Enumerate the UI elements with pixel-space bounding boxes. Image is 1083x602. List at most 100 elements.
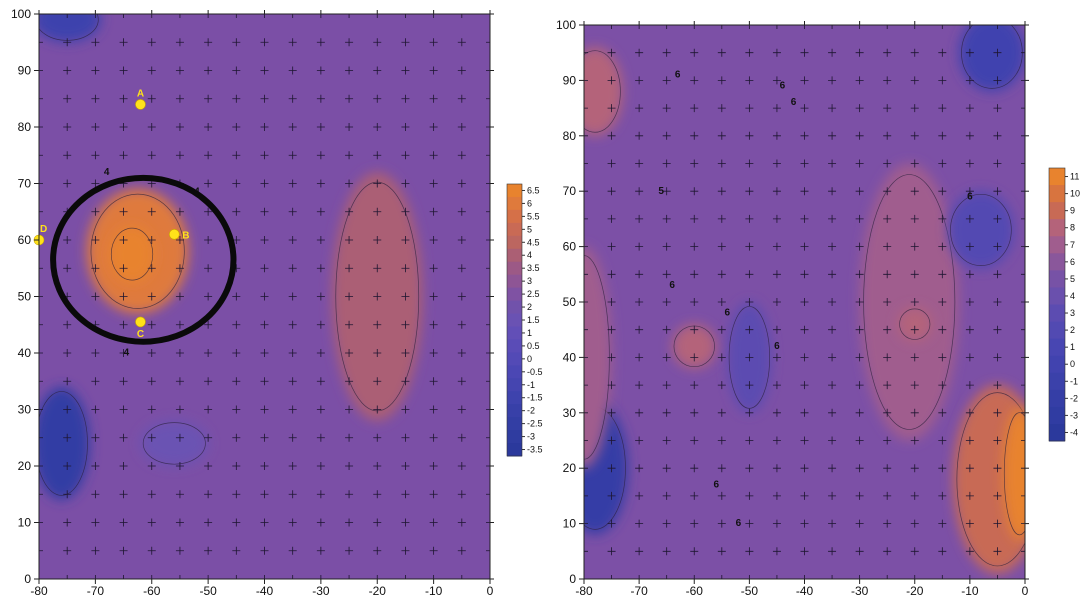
grid-plus-marker — [232, 320, 241, 329]
grid-plus-marker — [260, 518, 269, 527]
grid-plus-marker — [855, 214, 864, 223]
colorbar-label: -1 — [527, 380, 535, 390]
grid-plus-marker — [288, 546, 297, 555]
grid-plus-marker — [662, 464, 671, 473]
contour-line — [142, 422, 206, 465]
grid-plus-marker — [910, 298, 919, 306]
grid-plus-marker — [690, 575, 699, 579]
grid-plus-marker — [662, 298, 671, 306]
grid-plus-marker — [607, 575, 616, 579]
grid-plus-marker — [401, 292, 410, 301]
colorbar-label: 7 — [1070, 240, 1075, 250]
grid-plus-marker — [584, 491, 588, 500]
contour-line — [584, 50, 621, 133]
grid-plus-marker — [373, 518, 382, 527]
grid-plus-marker — [401, 264, 410, 273]
contour-value-label: 6 — [780, 81, 786, 92]
grid-plus-marker — [772, 547, 781, 556]
grid-plus-marker — [232, 179, 241, 188]
grid-plus-marker — [1021, 298, 1025, 306]
grid-plus-marker — [993, 214, 1002, 223]
grid-plus-marker — [910, 270, 919, 279]
grid-plus-marker — [772, 298, 781, 306]
grid-plus-marker — [993, 491, 1002, 500]
grid-plus-marker — [63, 179, 72, 188]
grid-plus-marker — [345, 575, 354, 579]
grid-plus-marker — [910, 381, 919, 390]
grid-plus-marker — [910, 353, 919, 362]
grid-plus-marker — [429, 66, 438, 75]
grid-plus-marker — [204, 66, 213, 75]
grid-plus-marker — [63, 123, 72, 131]
x-tick-label: -80 — [30, 584, 48, 598]
grid-plus-marker — [1021, 491, 1025, 500]
grid-plus-marker — [607, 491, 616, 500]
grid-plus-marker — [39, 462, 43, 470]
grid-plus-marker — [232, 575, 241, 579]
grid-plus-marker — [910, 159, 919, 168]
y-tick-label: 80 — [563, 129, 577, 143]
grid-plus-marker — [429, 405, 438, 414]
grid-plus-marker — [63, 433, 72, 442]
contour-value-label: 6 — [714, 479, 720, 490]
grid-plus-marker — [910, 464, 919, 473]
grid-plus-marker — [910, 131, 919, 140]
x-tick-label: -30 — [312, 584, 330, 598]
grid-plus-marker — [772, 214, 781, 223]
grid-plus-marker — [772, 519, 781, 528]
contour-value-label: 6 — [736, 518, 742, 529]
grid-plus-marker — [119, 518, 128, 527]
grid-plus-marker — [828, 519, 837, 528]
grid-plus-marker — [607, 353, 616, 362]
grid-plus-marker — [584, 325, 588, 334]
y-tick-label: 10 — [18, 516, 32, 530]
grid-plus-marker — [457, 490, 466, 499]
colorbar-label: 11 — [1070, 172, 1079, 182]
grid-plus-marker — [965, 519, 974, 528]
grid-plus-marker — [690, 48, 699, 57]
grid-plus-marker — [662, 519, 671, 528]
colorbar-label: 1 — [1070, 342, 1075, 352]
grid-plus-marker — [260, 462, 269, 470]
grid-plus-marker — [800, 48, 809, 57]
grid-plus-marker — [316, 377, 325, 386]
colorbar-label: 1.5 — [527, 315, 540, 325]
colorbar-swatch — [507, 313, 522, 327]
grid-plus-marker — [63, 236, 72, 244]
grid-plus-marker — [1021, 242, 1025, 251]
grid-plus-marker — [662, 25, 671, 29]
contour-region — [584, 246, 612, 469]
grid-plus-marker — [373, 94, 382, 103]
grid-plus-marker — [486, 236, 490, 244]
grid-plus-marker — [828, 325, 837, 334]
x-tick-label: -20 — [906, 584, 924, 598]
grid-plus-marker — [39, 349, 43, 357]
colorbar-label: -3.5 — [527, 445, 543, 455]
grid-plus-marker — [607, 298, 616, 306]
grid-plus-marker — [772, 325, 781, 334]
grid-plus-marker — [147, 349, 156, 357]
y-tick-label: 70 — [18, 177, 32, 191]
colorbar-swatch — [507, 365, 522, 379]
grid-plus-marker — [373, 490, 382, 499]
grid-plus-marker — [63, 151, 72, 160]
colorbar-label: -3 — [1070, 410, 1078, 420]
grid-plus-marker — [938, 408, 947, 417]
grid-plus-marker — [232, 377, 241, 386]
grid-plus-marker — [316, 151, 325, 160]
grid-plus-marker — [147, 151, 156, 160]
grid-plus-marker — [316, 94, 325, 103]
grid-plus-marker — [1021, 187, 1025, 196]
left-sample-points: A B C D — [33, 88, 190, 340]
grid-plus-marker — [800, 242, 809, 251]
grid-plus-marker — [63, 66, 72, 75]
grid-plus-marker — [288, 123, 297, 131]
grid-plus-marker — [607, 464, 616, 473]
x-tick-label: -70 — [630, 584, 648, 598]
grid-plus-marker — [457, 320, 466, 329]
grid-plus-marker — [119, 264, 128, 273]
grid-plus-marker — [883, 575, 892, 579]
grid-plus-marker — [63, 14, 72, 18]
grid-plus-marker — [662, 547, 671, 556]
grid-plus-marker — [119, 575, 128, 579]
